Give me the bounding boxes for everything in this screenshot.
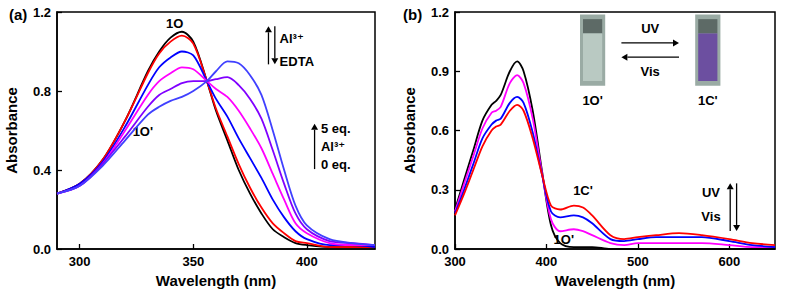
svg-text:UV: UV — [702, 185, 720, 200]
svg-text:5 eq.: 5 eq. — [321, 121, 351, 136]
svg-text:0.0: 0.0 — [430, 241, 449, 257]
svg-text:Wavelength (nm): Wavelength (nm) — [156, 272, 276, 289]
svg-text:0.8: 0.8 — [33, 84, 51, 99]
svg-text:1C': 1C' — [698, 93, 718, 108]
svg-text:400: 400 — [296, 254, 318, 269]
svg-text:EDTA: EDTA — [280, 54, 315, 69]
svg-text:Al³⁺: Al³⁺ — [280, 31, 304, 46]
svg-text:1.2: 1.2 — [33, 5, 51, 20]
svg-text:1C': 1C' — [573, 183, 593, 198]
svg-text:600: 600 — [718, 254, 740, 269]
svg-text:Al³⁺: Al³⁺ — [321, 139, 345, 154]
svg-text:1O': 1O' — [582, 93, 602, 108]
svg-text:(b): (b) — [403, 6, 422, 23]
svg-text:500: 500 — [627, 254, 649, 269]
svg-text:0 eq.: 0 eq. — [321, 157, 351, 172]
svg-text:(a): (a) — [9, 6, 27, 23]
svg-text:0.3: 0.3 — [431, 182, 449, 197]
svg-text:1.2: 1.2 — [431, 5, 449, 20]
svg-text:0.4: 0.4 — [33, 163, 52, 178]
svg-text:1O': 1O' — [553, 231, 574, 247]
svg-text:0.6: 0.6 — [431, 123, 449, 138]
svg-text:300: 300 — [444, 254, 466, 269]
svg-text:300: 300 — [69, 254, 91, 269]
svg-text:0.9: 0.9 — [431, 64, 449, 79]
svg-text:1O': 1O' — [133, 124, 153, 139]
svg-text:UV: UV — [641, 21, 659, 36]
svg-text:Vis: Vis — [641, 64, 660, 79]
svg-text:Vis: Vis — [701, 209, 720, 224]
svg-text:0.0: 0.0 — [33, 242, 51, 257]
svg-text:1O: 1O — [166, 16, 183, 31]
svg-text:400: 400 — [536, 254, 558, 269]
svg-text:Absorbance: Absorbance — [401, 87, 418, 174]
svg-text:Wavelength (nm): Wavelength (nm) — [555, 272, 675, 289]
svg-text:350: 350 — [182, 254, 204, 269]
svg-text:Absorbance: Absorbance — [3, 87, 20, 174]
